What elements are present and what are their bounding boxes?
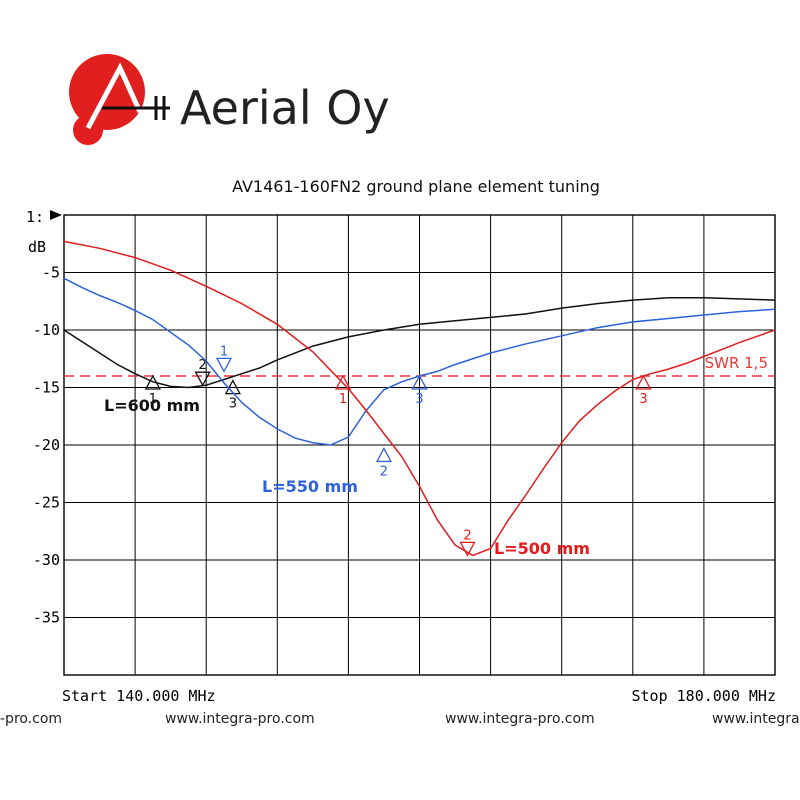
channel-label: 1:	[26, 208, 44, 226]
series-line	[63, 297, 776, 389]
watermark-text: www.integra-pro.com	[165, 711, 315, 727]
marker-label: 3	[415, 392, 423, 407]
marker-label: 2	[380, 464, 388, 479]
series-line	[63, 240, 776, 557]
marker-triangle	[144, 374, 161, 390]
marker-triangle	[375, 447, 393, 463]
y-tick-label: -15	[33, 379, 60, 397]
marker-label: 1	[339, 392, 347, 407]
marker-triangle	[635, 374, 652, 390]
watermark-text: www.integra-pro.com	[712, 711, 800, 727]
marker-triangle	[215, 357, 233, 373]
marker-label: 2	[463, 528, 471, 543]
stop-frequency-label: Stop 180.000 MHz	[632, 687, 777, 705]
plot-frame	[63, 214, 776, 676]
series-label: L=550 mm	[262, 477, 358, 496]
watermark-text: www.integra-pro.com	[445, 711, 595, 727]
y-axis-unit: dB	[28, 238, 46, 256]
y-tick-label: -5	[42, 264, 60, 282]
y-tick-label: -25	[33, 494, 60, 512]
brand-name: Aerial Oy	[180, 81, 390, 135]
aerial-oy-logo: Aerial Oy	[69, 54, 390, 145]
series-label: L=600 mm	[104, 396, 200, 415]
channel-ref-arrow	[50, 210, 62, 220]
chart-title: AV1461-160FN2 ground plane element tunin…	[232, 177, 600, 196]
swr-label: SWR 1,5	[705, 354, 768, 372]
logo-small-circle	[73, 115, 103, 145]
marker-label: 2	[199, 358, 207, 373]
series-line	[63, 277, 776, 446]
grid	[64, 215, 775, 675]
marker-label: 3	[229, 397, 237, 412]
y-tick-label: -10	[33, 321, 60, 339]
series-label: L=500 mm	[494, 539, 590, 558]
watermark-text: -pro.com	[0, 711, 62, 727]
y-tick-labels: -5 -10 -15 -20 -25 -30 -35	[33, 264, 60, 627]
y-tick-label: -30	[33, 551, 60, 569]
y-tick-label: -20	[33, 436, 60, 454]
marker-label: 1	[220, 344, 228, 359]
marker-triangle	[459, 541, 476, 557]
marker-label: 1	[149, 392, 157, 407]
logo-antenna-line	[102, 96, 170, 120]
logo-a-glyph	[85, 62, 143, 130]
watermark: -pro.com www.integra-pro.com www.integra…	[0, 711, 800, 727]
y-tick-label: -35	[33, 609, 60, 627]
marker-label: 3	[639, 392, 647, 407]
marker-triangle	[194, 371, 211, 387]
start-frequency-label: Start 140.000 MHz	[62, 687, 216, 705]
marker-triangle	[411, 374, 428, 390]
marker-triangle	[334, 374, 352, 390]
